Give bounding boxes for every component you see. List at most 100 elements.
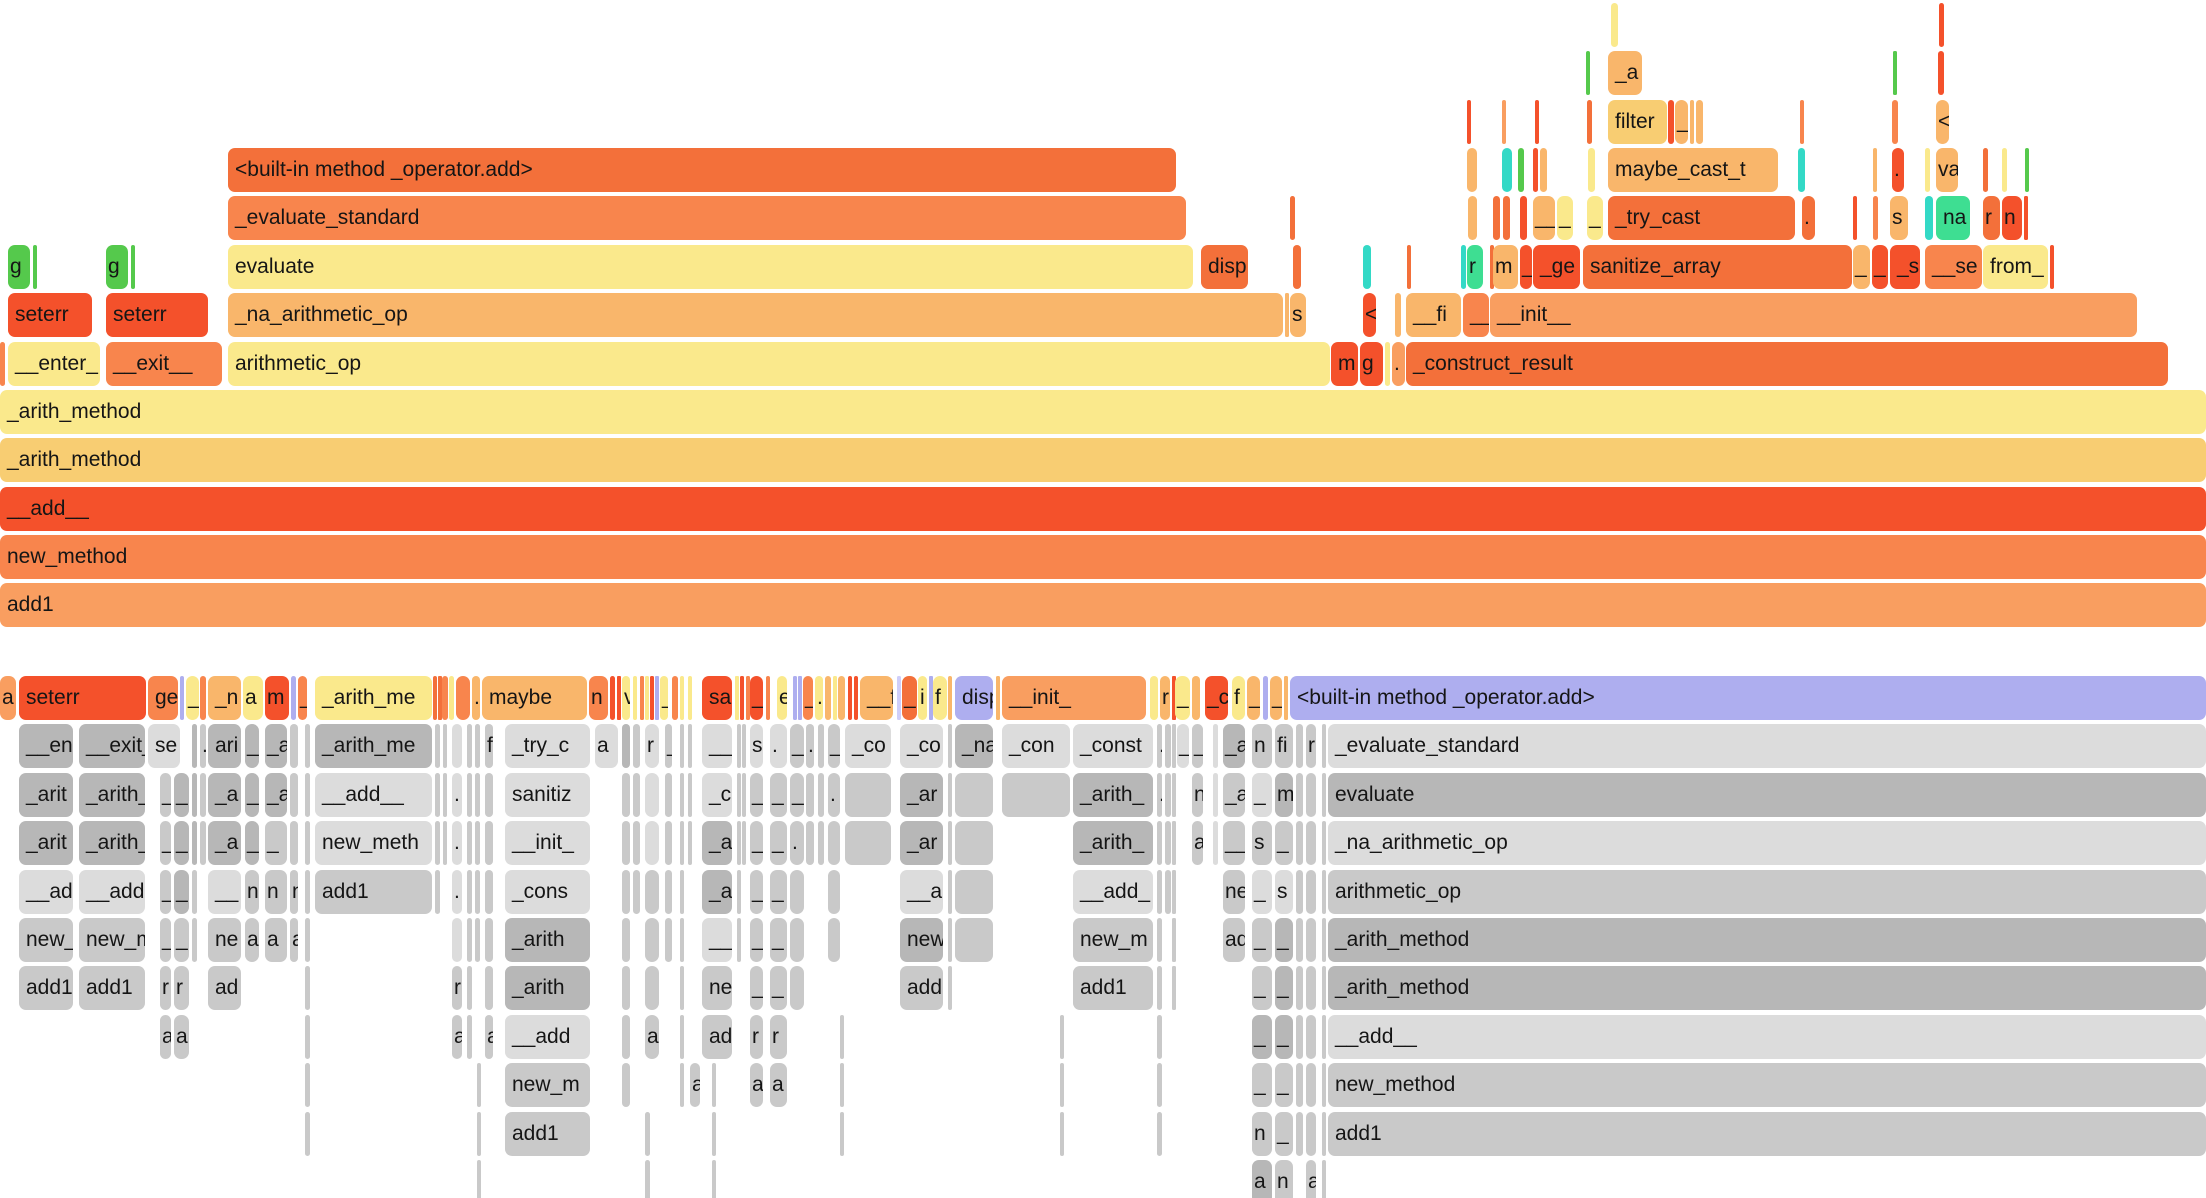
frame-bar[interactable]: evaluate — [1328, 772, 2206, 817]
frame-bar[interactable]: _ — [1275, 966, 1293, 1011]
frame-bar[interactable] — [735, 676, 739, 720]
frame-bar[interactable]: . — [472, 676, 480, 720]
frame-bar[interactable]: s — [1275, 869, 1293, 914]
frame-bar[interactable]: s — [750, 724, 763, 769]
frame-bar[interactable] — [680, 918, 684, 962]
frame-bar[interactable] — [622, 821, 630, 866]
frame-bar[interactable] — [442, 676, 448, 720]
frame-bar[interactable] — [1296, 1111, 1303, 1156]
frame-bar[interactable] — [192, 821, 197, 866]
frame-bar[interactable] — [1296, 724, 1303, 769]
frame-bar[interactable]: _arith_method — [0, 390, 2206, 434]
frame-bar[interactable]: _ — [1587, 196, 1603, 240]
frame-bar[interactable]: a — [0, 676, 16, 720]
frame-bar[interactable]: ad — [702, 1014, 732, 1059]
frame-bar[interactable] — [737, 869, 741, 914]
frame-bar[interactable]: _ — [174, 918, 189, 962]
frame-bar[interactable]: _ — [1275, 1063, 1293, 1108]
frame-bar[interactable]: _ar — [900, 772, 943, 817]
frame-bar[interactable] — [2002, 148, 2007, 192]
frame-bar[interactable]: _arith_ — [79, 821, 145, 866]
frame-bar[interactable]: a — [452, 1014, 462, 1059]
frame-bar[interactable] — [1668, 100, 1674, 144]
frame-bar[interactable] — [680, 1063, 684, 1108]
frame-bar[interactable]: r — [452, 966, 462, 1011]
frame-bar[interactable] — [740, 676, 744, 720]
frame-bar[interactable]: _arith — [505, 966, 590, 1011]
frame-bar[interactable]: _evaluate_standard — [1328, 724, 2206, 769]
frame-bar[interactable] — [1586, 51, 1590, 95]
frame-bar[interactable] — [622, 1063, 630, 1108]
frame-bar[interactable]: f — [485, 724, 493, 769]
frame-bar[interactable] — [1306, 821, 1316, 866]
frame-bar[interactable] — [1533, 148, 1538, 192]
frame-bar[interactable]: _ — [1275, 1014, 1293, 1059]
frame-bar[interactable]: a — [265, 918, 287, 962]
frame-bar[interactable] — [1363, 245, 1371, 289]
frame-bar[interactable]: . — [815, 676, 823, 720]
frame-bar[interactable] — [1285, 293, 1289, 337]
frame-bar[interactable] — [1306, 1063, 1316, 1108]
frame-bar[interactable] — [1385, 342, 1390, 386]
frame-bar[interactable]: r — [160, 966, 171, 1011]
frame-bar[interactable] — [1306, 1111, 1316, 1156]
frame-bar[interactable]: r — [1306, 724, 1316, 769]
frame-bar[interactable]: r — [174, 966, 189, 1011]
frame-bar[interactable] — [200, 821, 206, 866]
frame-bar[interactable] — [680, 821, 684, 866]
frame-bar[interactable] — [305, 1014, 310, 1059]
frame-bar[interactable]: _ — [1175, 676, 1190, 720]
frame-bar[interactable] — [1306, 966, 1316, 1011]
frame-bar[interactable] — [305, 869, 310, 914]
frame-bar[interactable] — [622, 724, 630, 769]
frame-bar[interactable]: _arith_me — [315, 724, 432, 769]
frame-bar[interactable] — [742, 821, 746, 866]
frame-bar[interactable]: s — [1252, 821, 1272, 866]
frame-bar[interactable]: __en — [19, 724, 73, 769]
frame-bar[interactable] — [475, 772, 480, 817]
frame-bar[interactable]: n — [1192, 772, 1203, 817]
frame-bar[interactable]: __ — [702, 918, 732, 962]
frame-bar[interactable]: _a — [702, 821, 732, 866]
frame-bar[interactable] — [650, 676, 654, 720]
frame-bar[interactable]: _ — [186, 676, 199, 720]
frame-bar[interactable] — [290, 772, 298, 817]
frame-bar[interactable] — [996, 676, 1000, 720]
frame-bar[interactable]: a — [1252, 1160, 1272, 1198]
frame-bar[interactable]: _ — [770, 966, 787, 1011]
frame-bar[interactable] — [1925, 196, 1933, 240]
frame-bar[interactable]: . — [200, 724, 206, 769]
frame-bar[interactable]: _arith — [505, 918, 590, 962]
frame-bar[interactable]: _arith_method — [1328, 966, 2206, 1011]
frame-bar[interactable] — [192, 772, 197, 817]
frame-bar[interactable] — [435, 869, 440, 914]
frame-bar[interactable]: disp — [955, 676, 993, 720]
frame-bar[interactable] — [1172, 966, 1176, 1011]
frame-bar[interactable] — [1172, 676, 1176, 720]
frame-bar[interactable]: f — [1232, 676, 1245, 720]
frame-bar[interactable]: maybe_cast_t — [1608, 148, 1778, 192]
frame-bar[interactable] — [1157, 1063, 1162, 1108]
frame-bar[interactable]: add1 — [505, 1111, 590, 1156]
frame-bar[interactable] — [672, 676, 678, 720]
frame-bar[interactable]: _arith_ — [1073, 772, 1153, 817]
frame-bar[interactable] — [305, 1111, 310, 1156]
frame-bar[interactable] — [1296, 821, 1303, 866]
frame-bar[interactable] — [1322, 1014, 1326, 1059]
frame-bar[interactable] — [1157, 1014, 1162, 1059]
frame-bar[interactable]: ad — [1223, 918, 1245, 962]
frame-bar[interactable] — [290, 821, 298, 866]
frame-bar[interactable]: __add_ — [1073, 869, 1153, 914]
frame-bar[interactable] — [622, 869, 630, 914]
frame-bar[interactable] — [948, 869, 952, 914]
frame-bar[interactable] — [1165, 821, 1171, 866]
frame-bar[interactable]: _c — [1205, 676, 1228, 720]
frame-bar[interactable]: ne — [208, 918, 241, 962]
frame-bar[interactable] — [1157, 966, 1162, 1011]
frame-bar[interactable]: _ — [770, 821, 787, 866]
frame-bar[interactable]: _n — [208, 676, 241, 720]
frame-bar[interactable] — [655, 676, 659, 720]
frame-bar[interactable] — [200, 772, 206, 817]
frame-bar[interactable] — [645, 676, 649, 720]
frame-bar[interactable] — [633, 724, 640, 769]
